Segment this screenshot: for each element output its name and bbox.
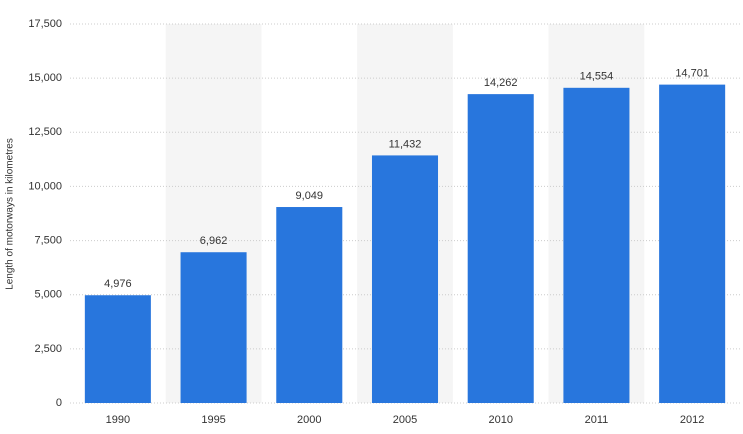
data-label: 14,262 bbox=[484, 77, 518, 89]
bar bbox=[563, 87, 630, 403]
x-tick-label: 2010 bbox=[488, 414, 512, 426]
y-tick-label: 7,500 bbox=[34, 234, 62, 246]
y-tick-label: 10,000 bbox=[28, 180, 62, 192]
data-label: 4,976 bbox=[104, 278, 132, 290]
x-tick-label: 2011 bbox=[585, 414, 609, 426]
data-label: 14,554 bbox=[580, 71, 614, 83]
bar bbox=[371, 155, 439, 403]
data-label: 9,049 bbox=[296, 190, 324, 202]
data-label: 11,432 bbox=[389, 138, 422, 150]
bar bbox=[467, 94, 534, 404]
y-tick-label: 0 bbox=[56, 397, 62, 409]
x-tick-label: 1990 bbox=[106, 414, 130, 426]
y-tick-label: 15,000 bbox=[28, 72, 62, 84]
data-label: 6,962 bbox=[200, 235, 228, 247]
x-tick-label: 2005 bbox=[393, 414, 417, 426]
x-tick-label: 1995 bbox=[201, 414, 225, 426]
x-tick-label: 2000 bbox=[297, 414, 321, 426]
y-tick-label: 17,500 bbox=[28, 18, 62, 30]
data-label: 14,701 bbox=[675, 68, 709, 80]
bar bbox=[180, 252, 247, 403]
y-tick-label: 2,500 bbox=[34, 343, 62, 355]
y-tick-label: 12,500 bbox=[28, 126, 62, 138]
y-axis-label: Length of motorways in kilometres bbox=[5, 138, 16, 290]
bar bbox=[659, 84, 726, 403]
bar bbox=[276, 207, 343, 403]
y-tick-label: 5,000 bbox=[34, 289, 62, 301]
x-tick-label: 2012 bbox=[680, 414, 704, 426]
bar bbox=[84, 295, 151, 403]
